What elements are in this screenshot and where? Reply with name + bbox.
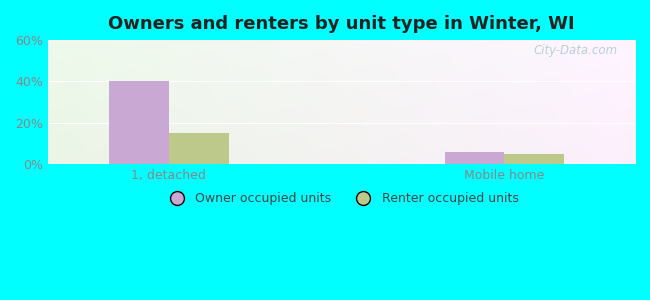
Title: Owners and renters by unit type in Winter, WI: Owners and renters by unit type in Winte… — [108, 15, 575, 33]
Bar — [169, 133, 229, 164]
Text: City-Data.com: City-Data.com — [533, 44, 618, 57]
Bar — [445, 152, 504, 164]
Bar — [109, 82, 169, 164]
Legend: Owner occupied units, Renter occupied units: Owner occupied units, Renter occupied un… — [159, 187, 523, 210]
Bar — [504, 154, 564, 164]
